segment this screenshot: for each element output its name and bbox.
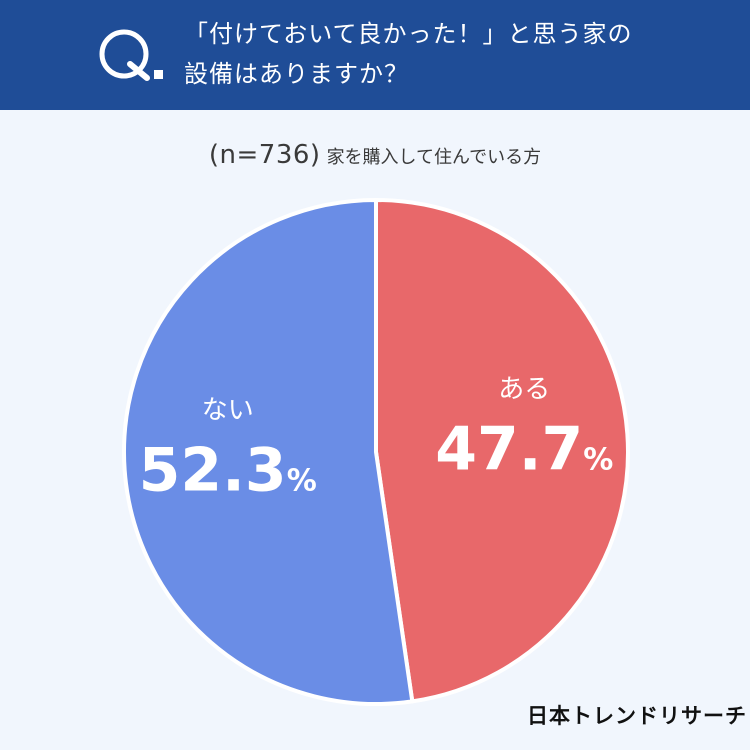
slice-label-1: ない xyxy=(202,396,254,426)
question-line-1: 「付けておいて良かった！」と思う家の xyxy=(184,20,633,48)
pie-slice-1 xyxy=(122,198,415,706)
question-header: 「付けておいて良かった！」と思う家の 設備はありますか？ xyxy=(0,0,750,110)
pie-slice-0 xyxy=(374,198,630,704)
brand-logo: 日本トレンドリサーチ xyxy=(527,704,747,728)
question-line-2: 設備はありますか？ xyxy=(184,60,409,88)
sample-note: (n=736) 家を購入して住んでいる方 xyxy=(0,140,750,170)
q-mark-icon xyxy=(99,29,163,81)
sample-size: (n=736) xyxy=(208,140,321,170)
slice-label-0: ある xyxy=(498,374,550,404)
sample-description: 家を購入して住んでいる方 xyxy=(326,147,542,168)
